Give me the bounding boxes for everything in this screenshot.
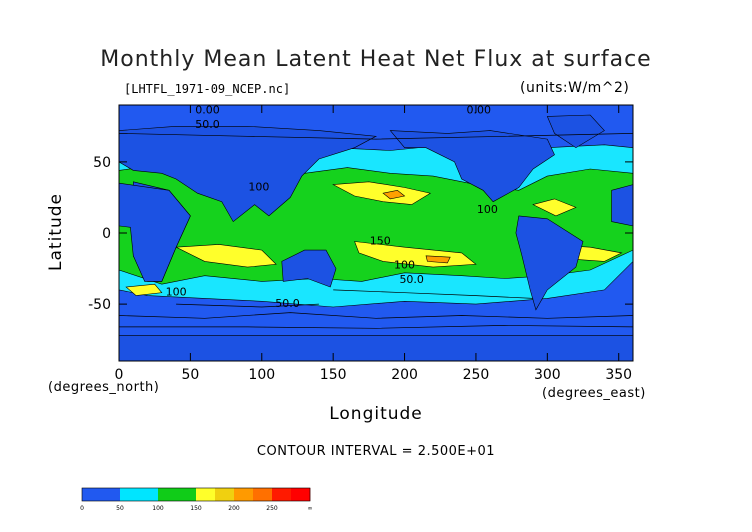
colorbar-frame [81,487,311,502]
yellow-patch-natlantic [532,198,577,217]
x-tick-label: 100 [248,367,275,383]
colorbar-label: 200 [228,505,240,512]
yellow-patch-npacific [332,181,432,205]
land-south-america [515,215,584,311]
x-tick-label: 200 [391,367,418,383]
colorbar-label: 150 [190,505,202,512]
y-tick-label: 0 [102,226,111,242]
land-north-america [389,130,555,203]
land-antarctica [118,335,634,362]
contour-interval-note: CONTOUR INTERVAL = 2.500E+01 [256,444,496,459]
colorbar-swatch [177,488,197,501]
x-tick-label: 0 [115,367,124,383]
land-africa-east [118,182,191,282]
contour-label: 100 [166,286,187,299]
colorbar-label: 250 [266,505,278,512]
contour-label: 100 [248,180,269,193]
colorbar-swatch [291,488,311,501]
yellow-patch-indian [174,244,277,268]
contour-label: 0.00 [195,104,220,117]
colorbar-swatch [120,488,140,501]
colorbar-swatch [139,488,159,501]
colorbar-swatch [215,488,235,501]
colorbar-swatch [196,488,216,501]
land-africa-west [611,184,634,227]
contour-line-0 [118,312,634,319]
colorbar-swatch [158,488,178,501]
contour-label: 100 [477,203,498,216]
colorbar-swatch [82,488,102,501]
x-tick-label: 350 [605,367,632,383]
chart-title: Monthly Mean Latent Heat Net Flux at sur… [100,47,652,72]
contour-line-3 [333,289,534,299]
colorbar-label: 100 [152,505,164,512]
contour-line-2 [118,133,634,140]
land-greenland [546,114,605,149]
units-label: (units:W/m^2) [520,80,630,96]
contour-line-4 [176,303,319,308]
contour-label: 50.0 [399,273,424,286]
file-name-label: [LHTFL_1971-09_NCEP.nc] [124,82,291,96]
colorbar-swatch [272,488,292,501]
x-axis-label: Longitude [329,404,423,424]
orange-core-spacific [425,255,451,264]
x-unit-note: (degrees_east) [542,386,646,401]
colorbar-swatch [253,488,273,501]
y-axis-label: Latitude [46,193,66,271]
colorbar-swatch [234,488,254,501]
colorbar-label: 0 [80,505,84,512]
y-unit-note: (degrees_north) [48,380,160,395]
contour-label: 50.0 [195,118,220,131]
y-tick-label: 50 [93,155,111,171]
contour-label: 50.0 [275,297,300,310]
colorbar-label: 50 [116,505,124,512]
x-tick-label: 150 [320,367,347,383]
contour-label: 150 [370,234,391,247]
contour-label: 100 [394,259,415,272]
yellow-patch-agulhas [125,283,163,296]
y-tick-label: -50 [88,297,111,313]
x-tick-label: 300 [534,367,561,383]
colorbar-swatch [101,488,121,501]
colorbar-label: ∞ [308,505,313,512]
land-eurasia [118,126,378,223]
contour-line-1 [119,325,634,329]
land-australia [281,249,337,288]
orange-core-npacific [382,189,406,200]
x-tick-label: 50 [181,367,199,383]
contour-label: 0.00 [467,104,492,117]
x-tick-label: 250 [463,367,490,383]
